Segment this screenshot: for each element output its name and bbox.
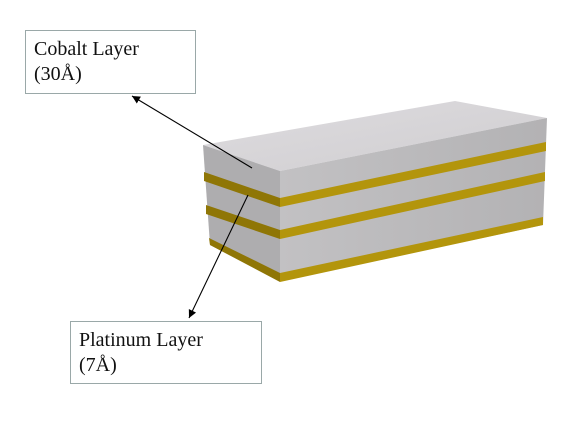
platinum-layer-3-front — [280, 217, 543, 282]
cobalt-layer-label: Cobalt Layer (30Å) — [25, 30, 196, 94]
platinum-layer-label: Platinum Layer (7Å) — [70, 321, 262, 384]
cobalt-arrow — [131, 95, 253, 169]
platinum-layer-1-front — [280, 142, 546, 207]
platinum-layer-3-end — [209, 238, 280, 282]
platinum-layer-2-front — [280, 172, 545, 239]
platinum-label-line1: Platinum Layer — [79, 329, 203, 351]
cobalt-label-line1: Cobalt Layer — [34, 38, 139, 60]
platinum-layer-2-end — [206, 205, 280, 239]
platinum-layer-1-end — [204, 172, 280, 207]
platinum-arrow — [188, 194, 249, 319]
cobalt-label-line2: (30Å) — [34, 63, 82, 85]
stack-top-face — [203, 101, 547, 171]
platinum-label-line2: (7Å) — [79, 354, 117, 376]
